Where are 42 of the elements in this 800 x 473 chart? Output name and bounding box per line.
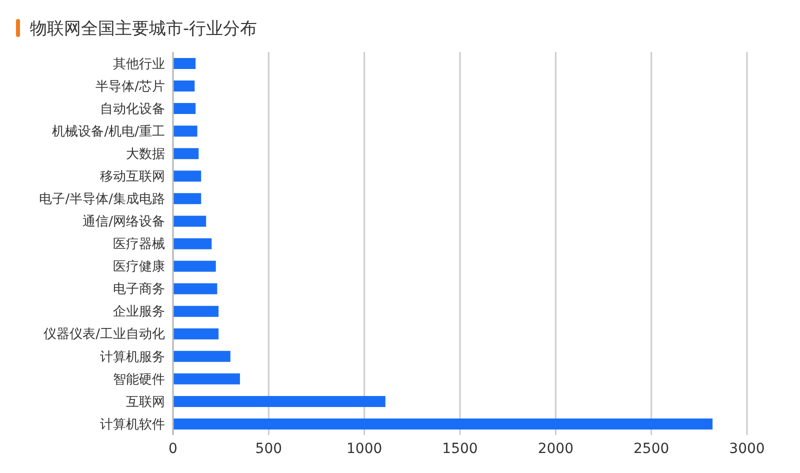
y-tick-label: 仪器仪表/工业自动化 (44, 327, 165, 342)
bar (173, 328, 219, 340)
bar (173, 148, 199, 160)
bar (173, 238, 212, 250)
bar (173, 58, 196, 69)
y-tick-label: 企业服务 (113, 304, 165, 320)
y-tick-label: 电子商务 (113, 282, 165, 298)
y-tick-label: 其他行业 (113, 56, 165, 72)
x-tick-label: 2000 (538, 440, 574, 457)
bar (173, 373, 240, 384)
chart-title: 物联网全国主要城市-行业分布 (30, 18, 258, 40)
bar (173, 396, 386, 407)
x-tick-label: 2500 (634, 440, 670, 457)
bar (173, 103, 196, 114)
bar (173, 418, 713, 430)
x-tick-label: 3000 (729, 440, 765, 457)
bar (173, 80, 195, 92)
bar (173, 350, 230, 362)
x-tick-label: 1000 (346, 440, 382, 457)
bar (173, 216, 206, 227)
y-tick-label: 移动互联网 (100, 170, 165, 185)
bar (173, 306, 219, 317)
y-tick-label: 互联网 (126, 394, 165, 410)
y-tick-label: 电子/半导体/集成电路 (39, 192, 165, 208)
x-tick-label: 0 (168, 440, 178, 457)
bar (173, 170, 202, 182)
y-tick-label: 半导体/芯片 (96, 79, 165, 94)
y-tick-label: 计算机软件 (100, 417, 165, 432)
bar (173, 283, 218, 294)
y-tick-label: 自动化设备 (100, 102, 165, 117)
y-tick-label: 机械设备/机电/重工 (52, 124, 165, 140)
bar (173, 193, 202, 204)
bar (173, 126, 198, 137)
y-tick-label: 大数据 (126, 146, 165, 162)
y-tick-label: 智能硬件 (113, 372, 165, 388)
y-tick-label: 计算机服务 (100, 350, 165, 365)
y-tick-label: 医疗健康 (113, 260, 165, 275)
y-tick-label: 通信/网络设备 (82, 214, 165, 230)
y-tick-label: 医疗器械 (113, 237, 165, 252)
bar (173, 260, 216, 272)
x-tick-label: 1500 (442, 440, 478, 457)
x-tick-label: 500 (255, 440, 282, 457)
